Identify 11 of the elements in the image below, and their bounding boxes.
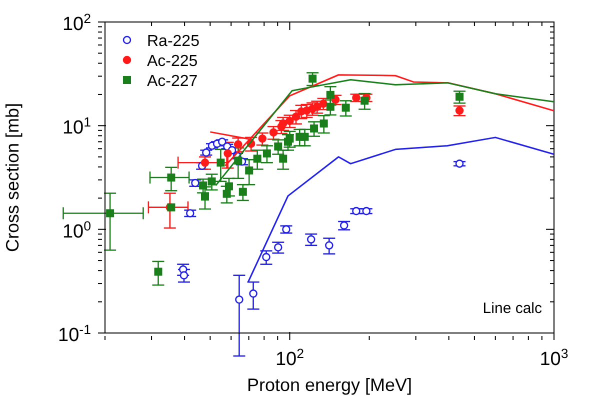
y-tick-label: 10$^{2}$: [62, 10, 91, 35]
y-axis-title: Cross section [mb]: [2, 102, 22, 252]
legend-label: Ac-227: [147, 73, 198, 90]
x-axis-title: Proton energy [MeV]: [246, 375, 412, 395]
legend-label: Ac-225: [147, 53, 198, 70]
y-tick-label: 10$^{-1}$: [58, 322, 91, 346]
x-tick-label: 10$^{3}$: [540, 346, 568, 370]
legend-label: Ra-225: [147, 33, 200, 50]
y-tick-label: 10$^{0}$: [62, 218, 91, 242]
annotation: Line calc: [482, 300, 542, 317]
y-tick-label: 10$^{1}$: [62, 114, 91, 139]
